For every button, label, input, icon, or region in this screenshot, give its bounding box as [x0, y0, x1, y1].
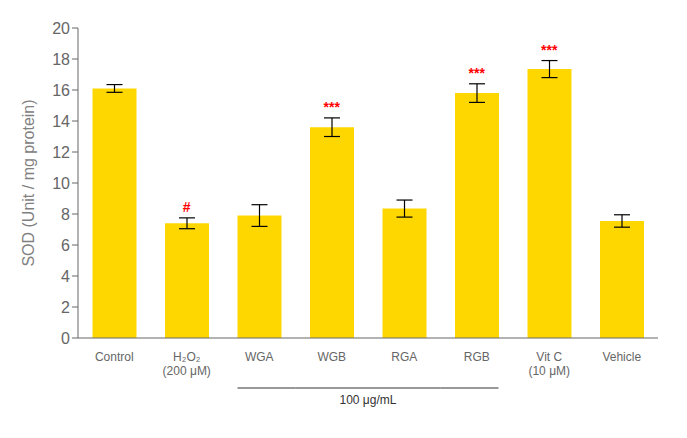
svg-text:6: 6: [61, 237, 70, 254]
svg-text:***: ***: [541, 42, 558, 58]
svg-text:2: 2: [61, 299, 70, 316]
svg-text:Vehicle: Vehicle: [602, 350, 641, 364]
svg-text:***: ***: [324, 99, 341, 115]
svg-text:12: 12: [52, 144, 70, 161]
svg-text:RGA: RGA: [391, 350, 417, 364]
svg-text:SOD (Unit / mg protein): SOD (Unit / mg protein): [20, 99, 37, 266]
svg-text:H₂O₂(200 μM): H₂O₂(200 μM): [163, 350, 211, 378]
svg-text:WGB: WGB: [317, 350, 346, 364]
svg-text:18: 18: [52, 51, 70, 68]
svg-text:100 μg/mL: 100 μg/mL: [340, 393, 397, 407]
svg-text:***: ***: [469, 65, 486, 81]
svg-text:16: 16: [52, 82, 70, 99]
svg-text:RGB: RGB: [464, 350, 490, 364]
svg-text:WGA: WGA: [245, 350, 274, 364]
svg-text:Vit C(10 μM): Vit C(10 μM): [528, 350, 570, 378]
svg-text:#: #: [183, 199, 191, 215]
svg-text:14: 14: [52, 113, 70, 130]
svg-text:Control: Control: [95, 350, 134, 364]
svg-text:10: 10: [52, 175, 70, 192]
svg-text:4: 4: [61, 268, 70, 285]
svg-text:20: 20: [52, 20, 70, 37]
svg-text:8: 8: [61, 206, 70, 223]
svg-text:0: 0: [61, 330, 70, 347]
